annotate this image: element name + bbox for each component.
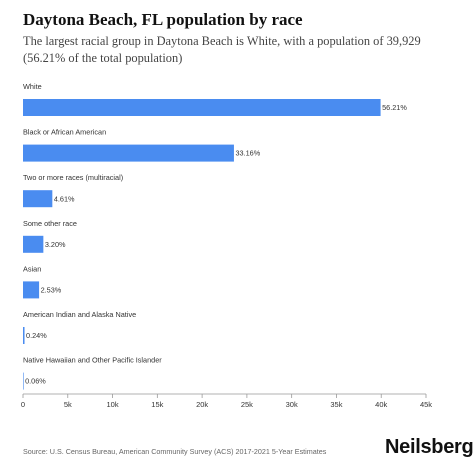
data-label: 2.53% bbox=[41, 286, 62, 295]
category-label: White bbox=[23, 82, 42, 91]
x-tick-label: 40k bbox=[375, 400, 387, 409]
chart-title: Daytona Beach, FL population by race bbox=[23, 10, 303, 29]
bar bbox=[23, 235, 44, 253]
x-tick-label: 20k bbox=[196, 400, 208, 409]
x-tick-label: 45k bbox=[420, 400, 432, 409]
x-tick-label: 10k bbox=[107, 400, 119, 409]
data-label: 33.16% bbox=[235, 149, 260, 158]
category-label: Black or African American bbox=[23, 128, 106, 137]
bar bbox=[23, 327, 25, 344]
x-tick-label: 30k bbox=[286, 400, 298, 409]
x-tick-label: 35k bbox=[330, 400, 342, 409]
category-label: Native Hawaiian and Other Pacific Island… bbox=[23, 356, 162, 365]
source-note: Source: U.S. Census Bureau, American Com… bbox=[23, 447, 327, 456]
bar bbox=[23, 190, 53, 208]
category-label: Some other race bbox=[23, 219, 77, 228]
bar bbox=[23, 99, 381, 116]
x-tick-label: 15k bbox=[151, 400, 163, 409]
data-label: 3.20% bbox=[45, 240, 66, 249]
chart-subtitle: The largest racial group in Daytona Beac… bbox=[23, 34, 421, 65]
category-label: Two or more races (multiracial) bbox=[23, 173, 123, 182]
brand-logo: Neilsberg bbox=[385, 436, 474, 458]
category-label: American Indian and Alaska Native bbox=[23, 310, 136, 319]
data-label: 0.24% bbox=[26, 331, 47, 340]
data-label: 56.21% bbox=[382, 103, 407, 112]
data-label: 4.61% bbox=[54, 194, 75, 203]
x-tick-label: 5k bbox=[64, 400, 72, 409]
data-label: 0.06% bbox=[25, 377, 46, 386]
category-label: Asian bbox=[23, 264, 41, 273]
bar bbox=[23, 144, 234, 162]
bar bbox=[23, 281, 40, 299]
bar bbox=[23, 372, 24, 390]
x-tick-label: 0 bbox=[21, 400, 25, 409]
x-tick-label: 25k bbox=[241, 400, 253, 409]
